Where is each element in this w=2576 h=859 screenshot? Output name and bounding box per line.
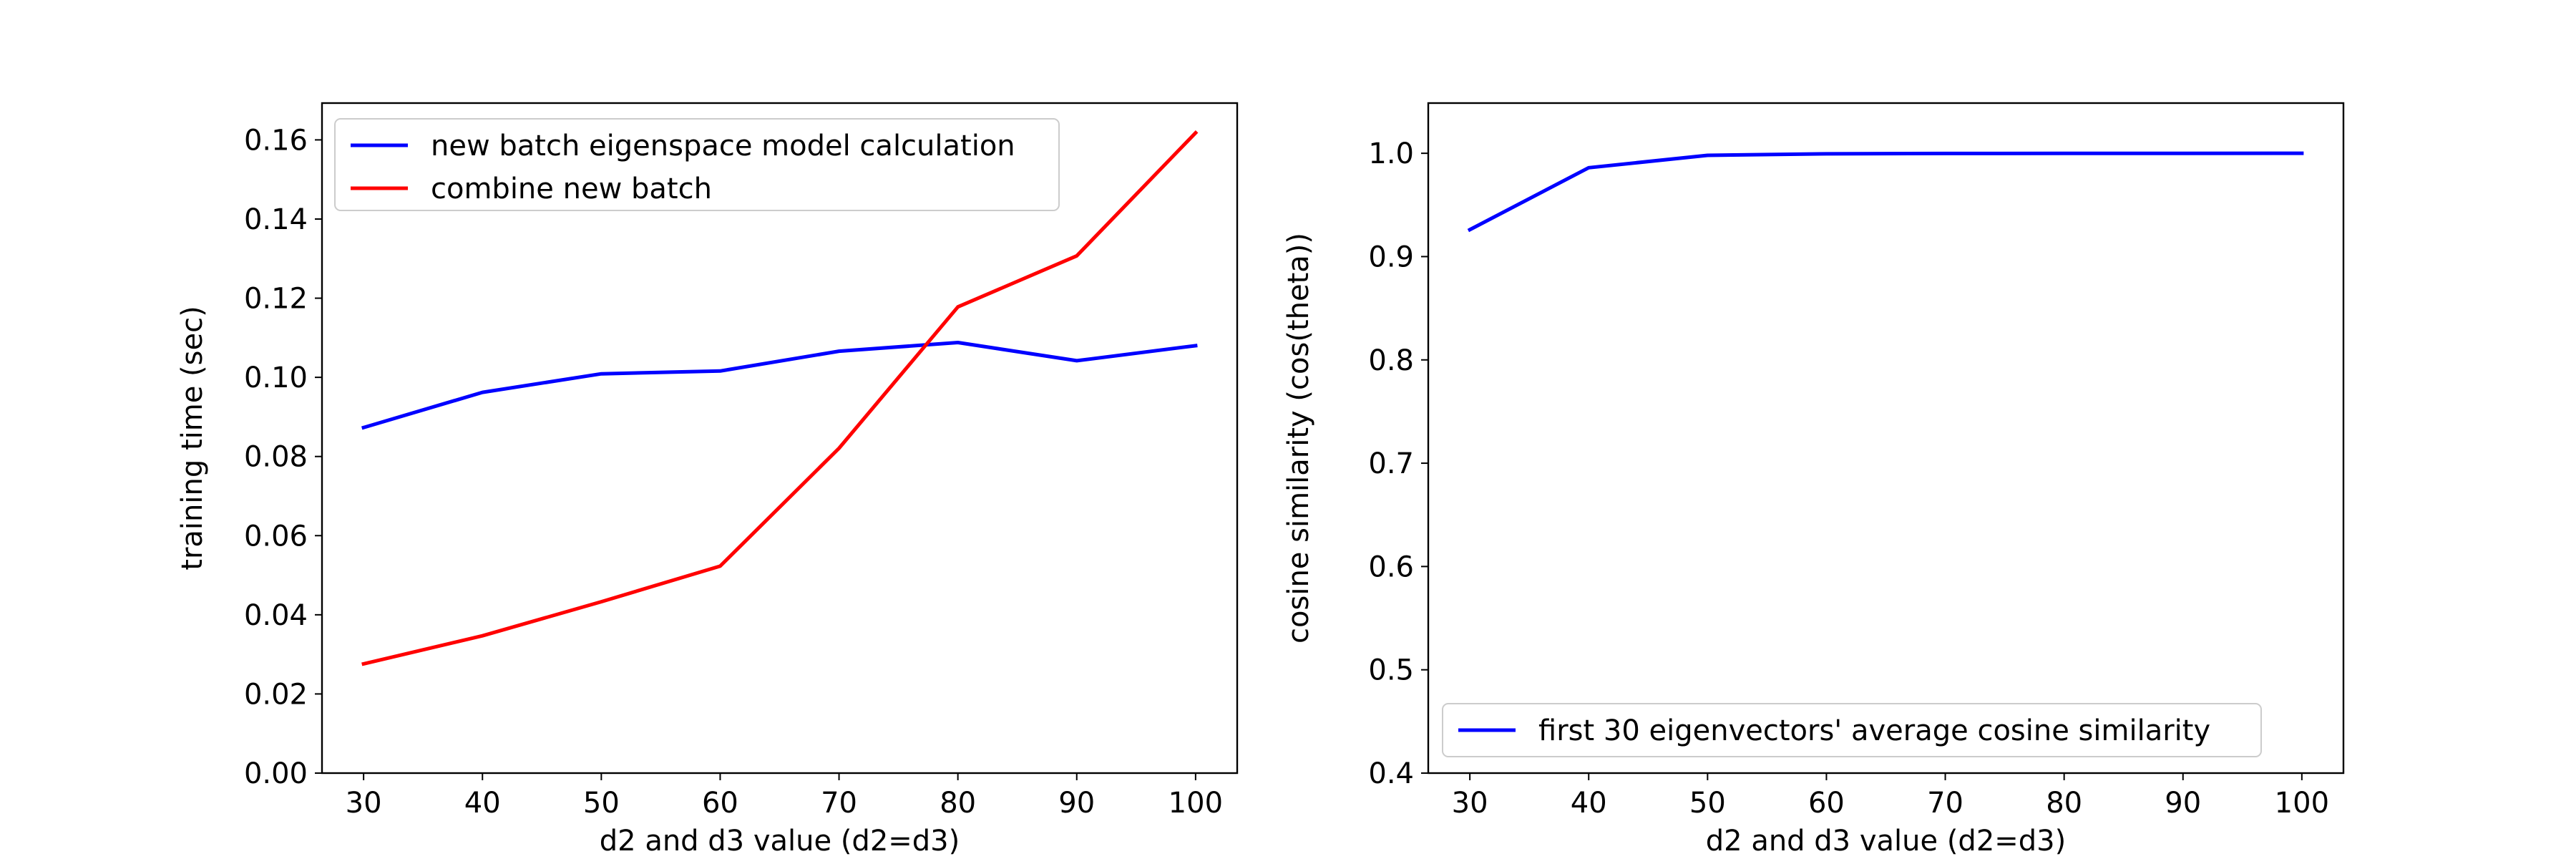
x-tick-label: 80 (940, 787, 976, 820)
x-tick-label: 30 (346, 787, 382, 820)
y-tick-label: 0.9 (1368, 241, 1414, 273)
y-tick-label: 0.7 (1368, 447, 1414, 480)
series-line-1 (361, 341, 1198, 430)
y-tick-label: 0.6 (1368, 550, 1414, 583)
y-tick-label: 0.5 (1368, 654, 1414, 687)
x-tick-label: 60 (1808, 787, 1845, 820)
x-tick-label: 70 (1927, 787, 1963, 820)
series-line-2 (361, 130, 1199, 666)
series-line-1 (1467, 151, 2304, 233)
x-axis-label: d2 and d3 value (d2=d3) (1706, 825, 2066, 858)
y-tick-label: 0.4 (1368, 757, 1414, 790)
x-tick-label: 100 (1169, 787, 1223, 820)
legend-box (1442, 703, 2262, 757)
x-tick-label: 40 (464, 787, 501, 820)
x-tick-label: 100 (2275, 787, 2329, 820)
x-axis-label: d2 and d3 value (d2=d3) (600, 825, 960, 858)
y-tick-label: 0.14 (244, 203, 308, 236)
x-tick-label: 50 (1689, 787, 1726, 820)
training-time-axes-frame (321, 102, 1239, 775)
y-tick-label: 0.02 (244, 678, 308, 711)
x-tick-label: 30 (1452, 787, 1488, 820)
y-tick-label: 0.00 (244, 757, 308, 790)
x-tick-label: 80 (2046, 787, 2082, 820)
cosine-similarity-axes-frame (1427, 102, 2345, 775)
x-tick-label: 70 (821, 787, 857, 820)
y-tick-label: 0.04 (244, 599, 308, 632)
y-tick-label: 0.16 (244, 124, 308, 157)
x-tick-label: 50 (583, 787, 620, 820)
x-tick-label: 90 (2165, 787, 2201, 820)
y-axis-label: training time (sec) (176, 306, 209, 570)
y-tick-label: 0.06 (244, 520, 308, 553)
legend-label-2: combine new batch (431, 173, 712, 205)
y-tick-label: 0.10 (244, 361, 308, 394)
y-tick-label: 0.8 (1368, 344, 1414, 377)
legend-box (334, 118, 1060, 211)
x-tick-label: 90 (1058, 787, 1095, 820)
y-axis-label: cosine similarity (cos(theta)) (1282, 233, 1315, 644)
y-tick-label: 0.12 (244, 283, 308, 316)
legend-label-1: new batch eigenspace model calculation (431, 130, 1015, 162)
y-tick-label: 0.08 (244, 441, 308, 474)
x-tick-label: 40 (1571, 787, 1607, 820)
x-tick-label: 60 (702, 787, 738, 820)
legend-label-1: first 30 eigenvectors' average cosine si… (1538, 714, 2210, 747)
y-tick-label: 1.0 (1368, 137, 1414, 170)
